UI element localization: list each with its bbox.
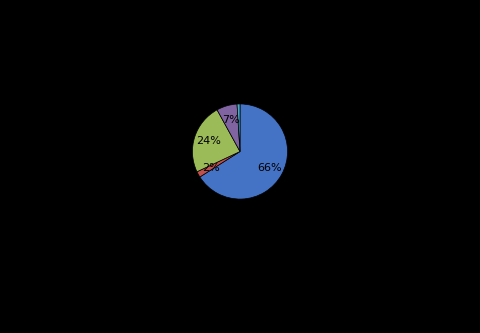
Wedge shape [197, 152, 240, 177]
Text: 7%: 7% [222, 115, 240, 125]
Text: 24%: 24% [196, 136, 221, 146]
Wedge shape [237, 104, 240, 152]
Text: 66%: 66% [257, 163, 281, 172]
Wedge shape [200, 104, 288, 199]
Text: 2%: 2% [202, 163, 220, 172]
Wedge shape [217, 104, 240, 152]
Wedge shape [192, 110, 240, 172]
